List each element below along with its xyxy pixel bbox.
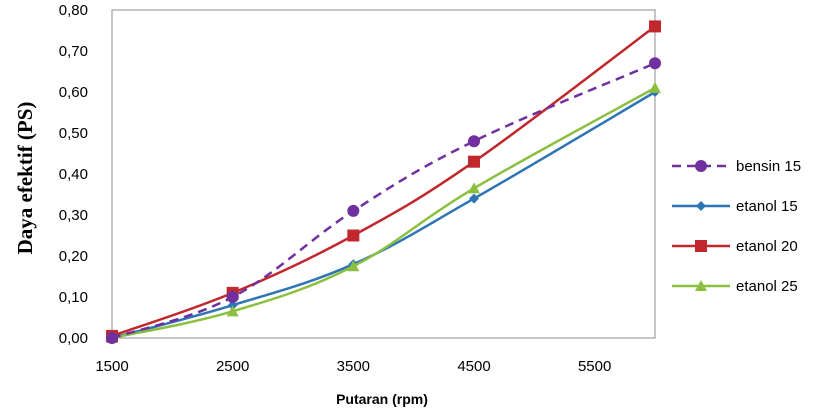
legend-label: etanol 20 <box>736 238 798 255</box>
legend-marker <box>695 240 707 252</box>
x-tick-label: 3500 <box>337 358 370 375</box>
data-point <box>347 204 360 217</box>
data-point <box>469 193 479 204</box>
legend-marker <box>695 160 707 172</box>
x-tick-label: 5500 <box>578 358 611 375</box>
y-tick-label: 0,60 <box>59 84 88 101</box>
data-point <box>649 81 661 93</box>
legend-marker <box>695 280 707 291</box>
y-axis-ticks: 0,00 0,10 0,20 0,30 0,40 0,50 0,60 0,70 0,80 <box>59 2 88 347</box>
y-tick-label: 0,20 <box>59 248 88 265</box>
series-bensin-15 <box>106 57 661 344</box>
legend-label: bensin 15 <box>736 158 801 175</box>
series-line <box>111 90 656 340</box>
plot-area <box>111 9 656 339</box>
x-tick-label: 1500 <box>95 358 128 375</box>
series-layer <box>106 20 661 344</box>
y-tick-label: 0,30 <box>59 207 88 224</box>
x-tick-label: 2500 <box>216 358 249 375</box>
y-tick-label: 0,80 <box>59 2 88 19</box>
data-point <box>227 300 238 311</box>
series-line <box>111 25 656 338</box>
data-point <box>226 291 239 303</box>
legend-marker <box>696 201 706 211</box>
y-tick-label: 0,40 <box>59 166 88 183</box>
data-point <box>106 332 118 344</box>
x-axis-label: Putaran (rpm) <box>336 391 428 407</box>
y-tick-label: 0,10 <box>59 289 88 306</box>
data-point <box>347 229 360 242</box>
y-tick-label: 0,50 <box>59 125 88 142</box>
legend-item: bensin 15 <box>672 158 801 175</box>
legend-item: etanol 25 <box>672 278 798 295</box>
legend-label: etanol 15 <box>736 198 798 215</box>
data-point <box>226 305 239 317</box>
x-tick-label: 4500 <box>457 358 490 375</box>
series-line <box>111 86 656 340</box>
legend-item: etanol 15 <box>672 198 798 215</box>
legend-item: etanol 20 <box>672 238 798 255</box>
y-tick-label: 0,70 <box>59 43 88 60</box>
legend: bensin 15 etanol 15 etanol 20 etanol 25 <box>672 158 801 295</box>
data-point <box>347 260 360 272</box>
y-tick-label: 0,00 <box>59 330 88 347</box>
data-point <box>468 182 480 194</box>
y-axis-label: Daya efektif (PS) <box>13 102 37 255</box>
data-point <box>649 57 661 70</box>
data-point <box>468 155 480 168</box>
data-point <box>649 20 661 33</box>
legend-label: etanol 25 <box>736 278 798 295</box>
data-point <box>468 135 480 148</box>
x-axis-ticks: 1500 2500 3500 4500 5500 <box>95 358 611 375</box>
